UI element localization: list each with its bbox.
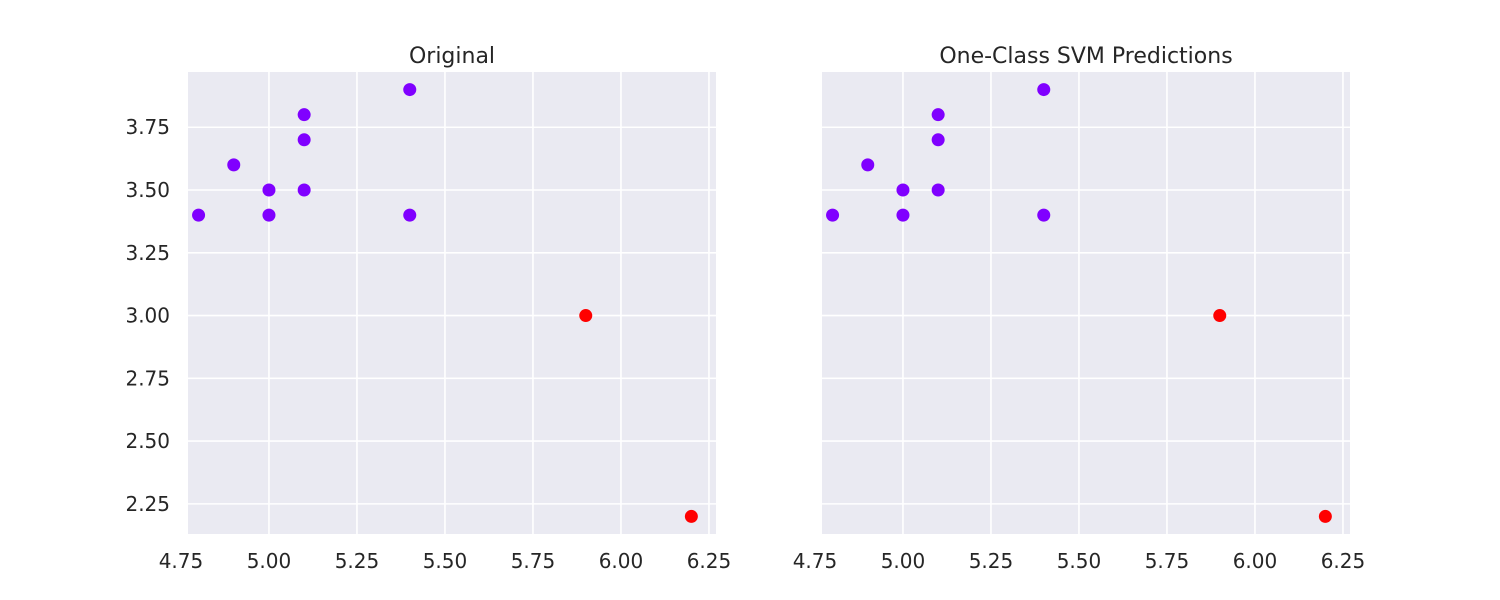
- data-points: [826, 83, 1332, 523]
- x-axis-ticks: 4.75 5.00 5.25 5.50 5.75 6.00 6.25: [793, 549, 1366, 573]
- grid: [814, 72, 1350, 534]
- y-tick-label: 2.25: [125, 492, 170, 516]
- x-tick-label: 5.75: [1145, 549, 1190, 573]
- chart-title: One-Class SVM Predictions: [939, 44, 1232, 69]
- y-tick-label: 3.00: [125, 304, 170, 328]
- x-tick-label: 4.75: [159, 549, 204, 573]
- plot-area: [822, 72, 1350, 534]
- scatter-point: [826, 208, 840, 222]
- scatter-point: [931, 183, 945, 197]
- x-tick-label: 5.75: [511, 549, 556, 573]
- y-axis-ticks: 3.75 3.50 3.25 3.00 2.75 2.50 2.25: [125, 115, 170, 516]
- scatter-point: [227, 158, 241, 172]
- scatter-point: [931, 108, 945, 122]
- scatter-point: [297, 133, 311, 147]
- scatter-point: [1213, 309, 1227, 323]
- x-tick-label: 6.25: [687, 549, 732, 573]
- scatter-point: [1318, 509, 1332, 523]
- y-tick-label: 2.50: [125, 429, 170, 453]
- x-tick-label: 5.25: [335, 549, 380, 573]
- scatter-panel-svm-predictions: 4.75 5.00 5.25 5.50 5.75 6.00 6.25 One-Class S…: [793, 44, 1366, 573]
- scatter-point: [297, 108, 311, 122]
- plot-area: [188, 72, 716, 534]
- x-tick-label: 5.50: [1057, 549, 1102, 573]
- y-tick-label: 3.75: [125, 115, 170, 139]
- grid: [180, 72, 716, 534]
- y-tick-label: 3.25: [125, 241, 170, 265]
- scatter-point: [1037, 208, 1051, 222]
- y-tick-label: 2.75: [125, 366, 170, 390]
- scatter-panel-original: 4.75 5.00 5.25 5.50 5.75 6.00 6.25 3.75 3.50 3.2…: [125, 44, 731, 573]
- y-tick-label: 3.50: [125, 178, 170, 202]
- x-axis-ticks: 4.75 5.00 5.25 5.50 5.75 6.00 6.25: [159, 549, 732, 573]
- scatter-point: [896, 208, 910, 222]
- x-tick-label: 6.25: [1321, 549, 1366, 573]
- x-tick-label: 6.00: [599, 549, 644, 573]
- scatter-point: [1037, 83, 1051, 97]
- x-tick-label: 5.00: [881, 549, 926, 573]
- scatter-point: [579, 309, 593, 323]
- x-tick-label: 5.50: [423, 549, 468, 573]
- scatter-point: [861, 158, 875, 172]
- x-tick-label: 6.00: [1233, 549, 1278, 573]
- scatter-point: [262, 208, 276, 222]
- scatter-point: [297, 183, 311, 197]
- scatter-point: [896, 183, 910, 197]
- chart-title: Original: [409, 44, 495, 69]
- scatter-point: [262, 183, 276, 197]
- scatter-point: [684, 509, 698, 523]
- scatter-point: [931, 133, 945, 147]
- x-tick-label: 5.00: [247, 549, 292, 573]
- x-tick-label: 4.75: [793, 549, 838, 573]
- scatter-point: [403, 208, 417, 222]
- scatter-point: [403, 83, 417, 97]
- x-tick-label: 5.25: [969, 549, 1014, 573]
- data-points: [192, 83, 698, 523]
- scatter-point: [192, 208, 206, 222]
